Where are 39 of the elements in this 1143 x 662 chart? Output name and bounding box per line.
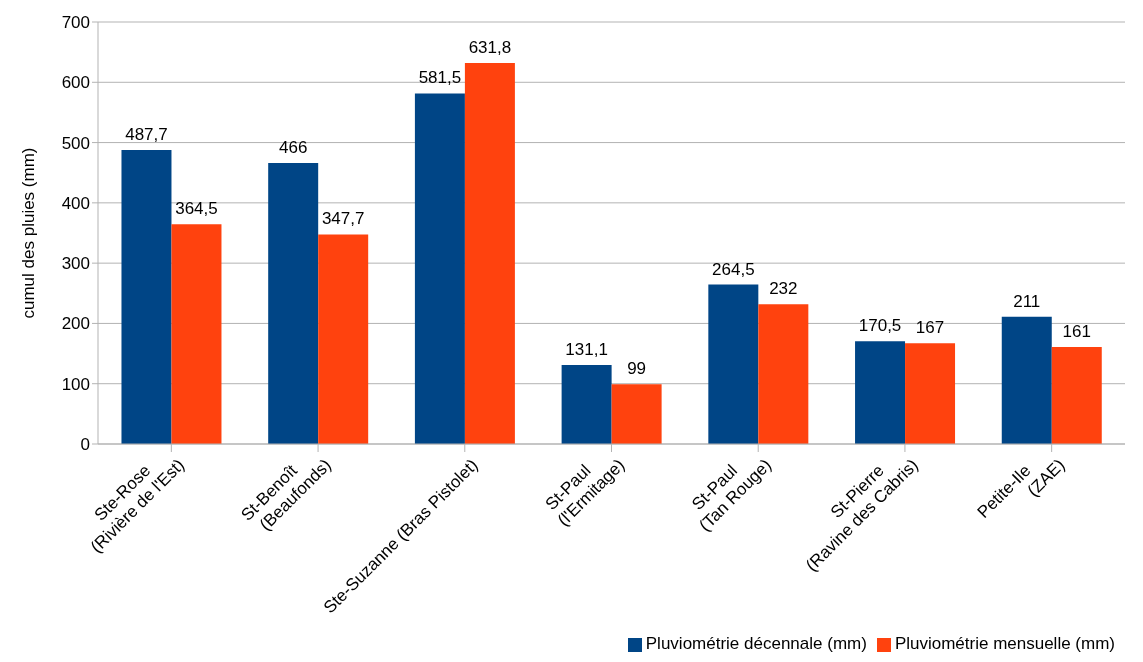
- y-tick-label: 400: [61, 193, 90, 213]
- y-tick-label: 700: [61, 13, 90, 33]
- data-label: 347,7: [321, 209, 365, 229]
- bar: [171, 224, 222, 444]
- bar: [1001, 316, 1052, 444]
- bar: [708, 284, 759, 444]
- bar: [1051, 346, 1102, 444]
- bar: [905, 343, 956, 444]
- bar: [464, 63, 515, 444]
- legend-label: Pluviométrie décennale (mm): [645, 634, 867, 653]
- bar: [855, 341, 906, 444]
- data-label: 99: [627, 359, 647, 379]
- bar: [758, 304, 809, 444]
- data-label: 232: [769, 279, 798, 299]
- bar: [268, 163, 319, 444]
- y-tick-label: 100: [61, 374, 90, 394]
- data-label: 466: [279, 138, 308, 158]
- data-label: 364,5: [175, 199, 218, 219]
- data-label: 581,5: [418, 68, 462, 88]
- data-label: 131,1: [565, 339, 608, 359]
- data-label: 264,5: [712, 259, 755, 279]
- data-label: 167: [915, 318, 945, 338]
- data-label: 211: [1013, 291, 1041, 311]
- y-tick-label: 600: [61, 73, 90, 93]
- legend-label: Pluviométrie mensuelle (mm): [894, 634, 1115, 653]
- data-label: 631,8: [468, 38, 512, 58]
- data-label: 161: [1062, 321, 1091, 341]
- data-label: 487,7: [125, 124, 168, 144]
- bar: [414, 93, 465, 444]
- y-axis-title: cumul des pluies (mm): [19, 147, 39, 319]
- bar: [318, 234, 369, 444]
- bar: [611, 384, 662, 444]
- bar: [121, 149, 172, 444]
- bar: [561, 364, 612, 444]
- data-label: 170,5: [858, 316, 902, 336]
- y-tick-label: 200: [61, 314, 90, 334]
- y-tick-label: 500: [61, 133, 90, 153]
- y-tick-label: 300: [61, 254, 90, 274]
- y-tick-label: 0: [80, 435, 90, 455]
